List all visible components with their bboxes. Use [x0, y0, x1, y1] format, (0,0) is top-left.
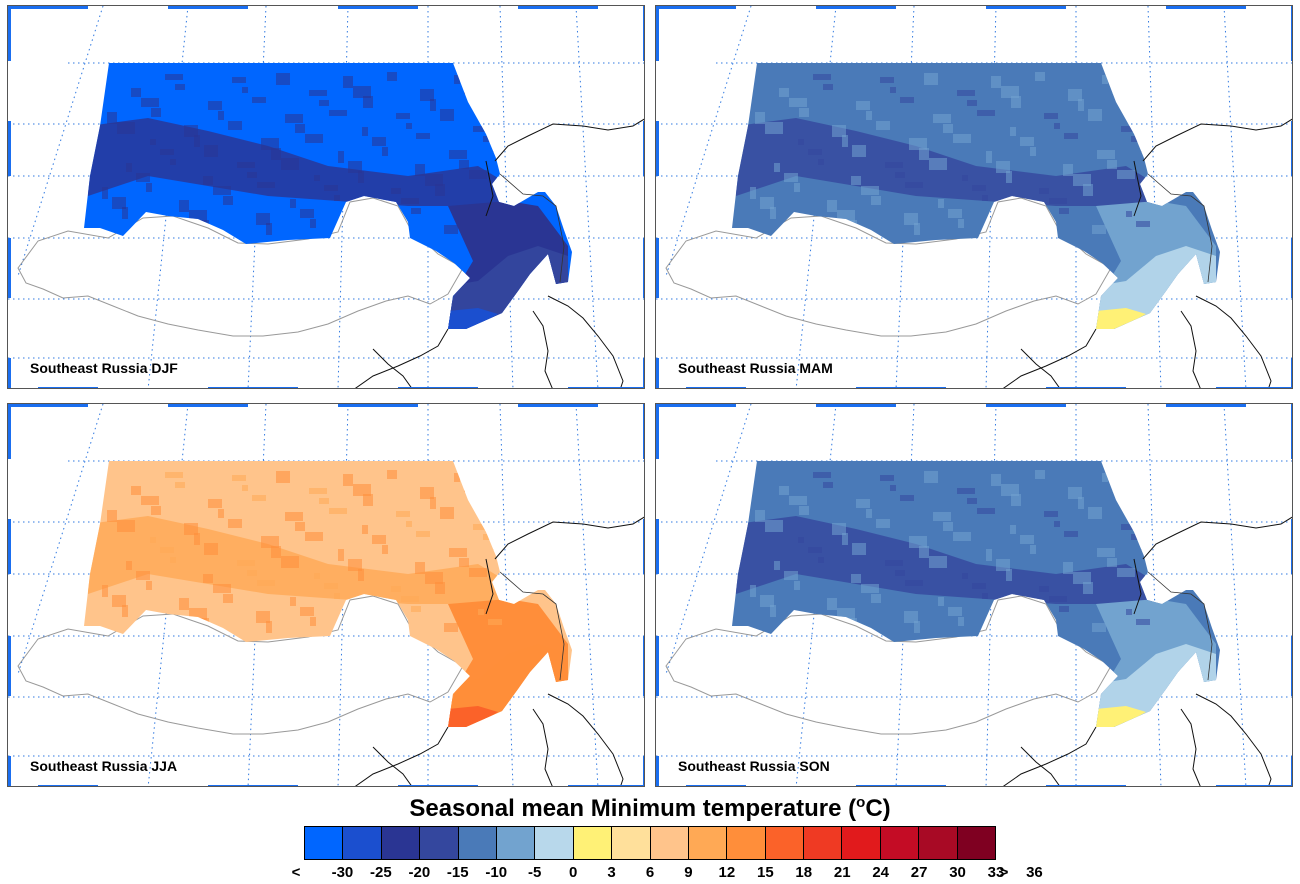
coastline: [354, 328, 449, 388]
colorbar-box-3: [420, 827, 459, 859]
coastline: [547, 295, 624, 388]
colorbar-ticks: < -30 -25 -20 -15 -10 -5 0 3 6 9 12 15 18 21 24 27 30 33 36…: [292, 864, 1043, 884]
coastline: [494, 516, 644, 560]
colorbar-tick-label: <: [291, 864, 301, 881]
coastline: [547, 693, 624, 786]
colorbar-tick-label: -5: [527, 864, 542, 881]
coastline: [372, 348, 413, 388]
coastline: [1002, 726, 1097, 786]
colorbar: [304, 826, 996, 860]
map-canvas: [656, 6, 1292, 388]
country-border: [665, 595, 1112, 735]
colorbar-box-7: [573, 827, 613, 859]
coastline: [494, 118, 644, 162]
map-canvas: [8, 404, 644, 786]
colorbar-box-4: [458, 827, 497, 859]
coastline: [532, 310, 553, 388]
colorbar-box-5: [496, 827, 536, 859]
colorbar-box-17: [957, 827, 996, 859]
colorbar-tick-label: 18: [795, 864, 813, 881]
colorbar-tick-label: 6: [645, 864, 655, 881]
colorbar-box-11: [727, 827, 766, 859]
colorbar-tick-label: -15: [446, 864, 469, 881]
colorbar-tick-label: >: [999, 864, 1009, 881]
colorbar-box-8: [612, 827, 651, 859]
coastline: [1147, 571, 1213, 681]
coastline: [1195, 693, 1272, 786]
coastline: [1002, 328, 1097, 388]
coastline: [532, 708, 553, 786]
map-panel-mam: Southeast Russia MAM: [655, 5, 1293, 389]
colorbar-box-0: [305, 827, 344, 859]
colorbar-tick-label: 0: [568, 864, 578, 881]
coastline: [1147, 173, 1213, 283]
map-panel-jja: Southeast Russia JJA: [7, 403, 645, 787]
colorbar-box-14: [842, 827, 881, 859]
title-text: Seasonal mean Minimum temperature (: [409, 795, 857, 822]
map-canvas: [8, 6, 644, 388]
colorbar-tick-label: 15: [756, 864, 774, 881]
colorbar-tick-label: -25: [370, 864, 392, 881]
colorbar-tick-label: 36: [1026, 864, 1043, 881]
colorbar-tick-label: 21: [833, 864, 851, 881]
country-border: [17, 197, 464, 337]
figure-title: Seasonal mean Minimum temperature (oC): [0, 794, 1300, 823]
colorbar-tick-label: -10: [485, 864, 508, 881]
title-degree: o: [856, 794, 866, 811]
colorbar-box-12: [765, 827, 805, 859]
colorbar-box-2: [381, 827, 421, 859]
coastline: [1133, 160, 1142, 217]
coastline: [1142, 118, 1292, 162]
panel-label: Southeast Russia DJF: [30, 360, 178, 376]
country-border: [17, 595, 464, 735]
panel-label: Southeast Russia MAM: [678, 360, 833, 376]
map-panel-son: Southeast Russia SON: [655, 403, 1293, 787]
colorbar-box-9: [650, 827, 689, 859]
colorbar-tick-label: 3: [607, 864, 616, 881]
coastline: [1142, 516, 1292, 560]
map-frame-ticks: [8, 404, 644, 786]
colorbar-tick-label: -20: [408, 864, 431, 881]
title-unit: C): [865, 795, 891, 822]
coastline: [1195, 295, 1272, 388]
colorbar-box-6: [535, 827, 574, 859]
coastline: [485, 558, 494, 615]
colorbar-tick-label: 30: [949, 864, 966, 881]
colorbar-box-15: [880, 827, 920, 859]
colorbar-tick-label: -30: [331, 864, 354, 881]
coastline: [499, 173, 565, 283]
panel-label: Southeast Russia JJA: [30, 758, 178, 774]
map-frame-ticks: [8, 6, 644, 388]
coastline: [1133, 558, 1142, 615]
colorbar-box-13: [804, 827, 843, 859]
colorbar-tick-label: 33: [987, 864, 1005, 881]
map-canvas: [656, 404, 1292, 786]
country-border: [665, 197, 1112, 337]
coastline: [485, 160, 494, 217]
coastline: [499, 571, 565, 681]
colorbar-tick-label: 9: [684, 864, 693, 881]
colorbar-box-1: [343, 827, 382, 859]
map-frame-ticks: [656, 404, 1292, 786]
colorbar-tick-label: 24: [872, 864, 889, 881]
colorbar-box-10: [688, 827, 728, 859]
colorbar-box-16: [919, 827, 958, 859]
coastline: [1020, 746, 1061, 786]
coastline: [1180, 708, 1201, 786]
coastline: [1180, 310, 1201, 388]
map-panel-djf: Southeast Russia DJF: [7, 5, 645, 389]
coastline: [354, 726, 449, 786]
colorbar-tick-label: 12: [718, 864, 736, 881]
colorbar-tick-label: 27: [910, 864, 928, 881]
map-frame-ticks: [656, 6, 1292, 388]
coastline: [372, 746, 413, 786]
panel-label: Southeast Russia SON: [678, 758, 830, 774]
coastline: [1020, 348, 1061, 388]
